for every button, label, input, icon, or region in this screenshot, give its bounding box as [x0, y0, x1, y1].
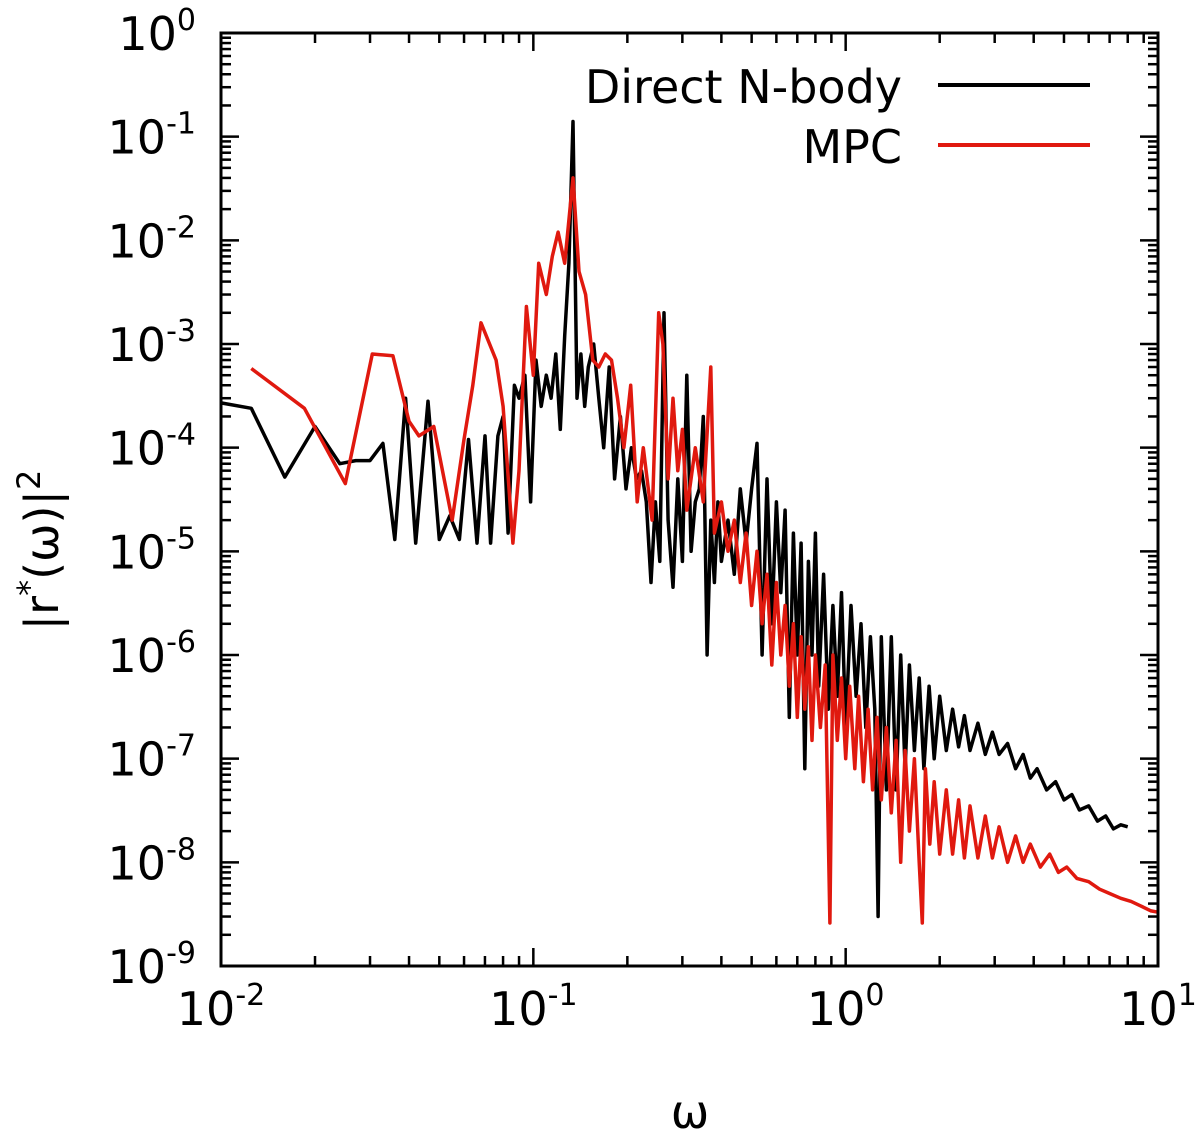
tick-labels-layer: 10-2 10-1 100 101 100 10-1 10-2 10-3 10-4 10-5 10-… — [108, 3, 1197, 1036]
legend: Direct N-body MPC — [585, 60, 1090, 174]
y-tick-label: 10-7 — [108, 729, 196, 787]
y-tick-label: 10-9 — [108, 936, 196, 994]
legend-label-mpc: MPC — [802, 120, 902, 174]
y-tick-label: 10-6 — [108, 625, 196, 683]
y-tick-label: 10-4 — [108, 418, 196, 476]
series-line-mpc — [250, 176, 1159, 925]
series-layer — [220, 119, 1159, 925]
ticks-layer — [219, 31, 1160, 968]
y-axis-title: |r*(ω)|2 — [10, 470, 70, 631]
y-axis-title-open: |r — [15, 596, 70, 630]
y-tick-label: 10-5 — [108, 521, 196, 579]
plot-frame — [219, 31, 1160, 968]
y-tick-label: 10-1 — [108, 107, 196, 165]
y-axis-title-sq: 2 — [10, 470, 48, 490]
y-tick-label: 10-2 — [108, 210, 196, 268]
y-tick-label: 100 — [118, 3, 196, 61]
x-tick-label: 10-1 — [489, 978, 577, 1036]
svg-text:|r*(ω)|2: |r*(ω)|2 — [10, 470, 70, 631]
x-axis-title: ω — [671, 1085, 710, 1136]
y-tick-label: 10-3 — [108, 314, 196, 372]
y-tick-label: 10-8 — [108, 832, 196, 890]
y-axis-title-star: * — [10, 580, 48, 596]
series-line-direct-n-body — [220, 119, 1129, 919]
y-axis-title-mid: (ω)| — [15, 490, 70, 580]
x-tick-label: 101 — [1119, 978, 1197, 1036]
x-tick-label: 100 — [807, 978, 885, 1036]
x-tick-label: 10-2 — [177, 978, 265, 1036]
legend-label-direct-nbody: Direct N-body — [585, 60, 902, 114]
